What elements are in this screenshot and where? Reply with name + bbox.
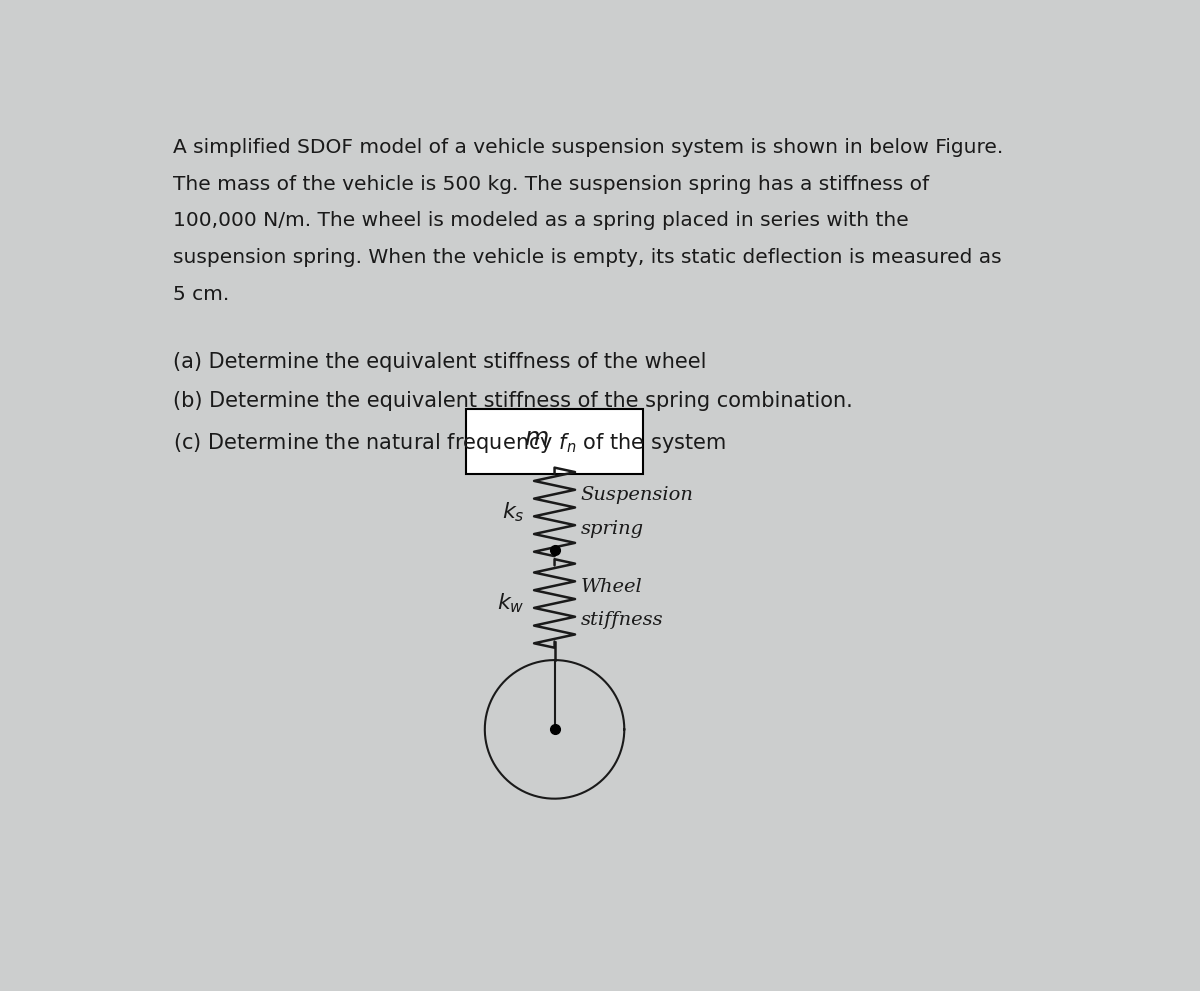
Text: (c) Determine the natural frequency $f_n$ of the system: (c) Determine the natural frequency $f_n… xyxy=(173,431,726,455)
Text: 5 cm.: 5 cm. xyxy=(173,284,229,303)
Text: (a) Determine the equivalent stiffness of the wheel: (a) Determine the equivalent stiffness o… xyxy=(173,352,707,372)
Text: $k_w$: $k_w$ xyxy=(497,592,524,615)
Text: suspension spring. When the vehicle is empty, its static deflection is measured : suspension spring. When the vehicle is e… xyxy=(173,248,1002,267)
Text: The mass of the vehicle is 500 kg. The suspension spring has a stiffness of: The mass of the vehicle is 500 kg. The s… xyxy=(173,174,929,193)
Text: spring: spring xyxy=(581,519,643,538)
Text: Suspension: Suspension xyxy=(581,487,694,504)
Text: A simplified SDOF model of a vehicle suspension system is shown in below Figure.: A simplified SDOF model of a vehicle sus… xyxy=(173,138,1003,157)
Text: stiffness: stiffness xyxy=(581,611,664,629)
Text: 100,000 N/m. The wheel is modeled as a spring placed in series with the: 100,000 N/m. The wheel is modeled as a s… xyxy=(173,211,910,230)
Text: Wheel: Wheel xyxy=(581,578,642,596)
Text: $k_s$: $k_s$ xyxy=(502,500,524,523)
Bar xyxy=(466,409,643,474)
Text: (b) Determine the equivalent stiffness of the spring combination.: (b) Determine the equivalent stiffness o… xyxy=(173,391,853,411)
Text: $m$: $m$ xyxy=(523,426,548,450)
